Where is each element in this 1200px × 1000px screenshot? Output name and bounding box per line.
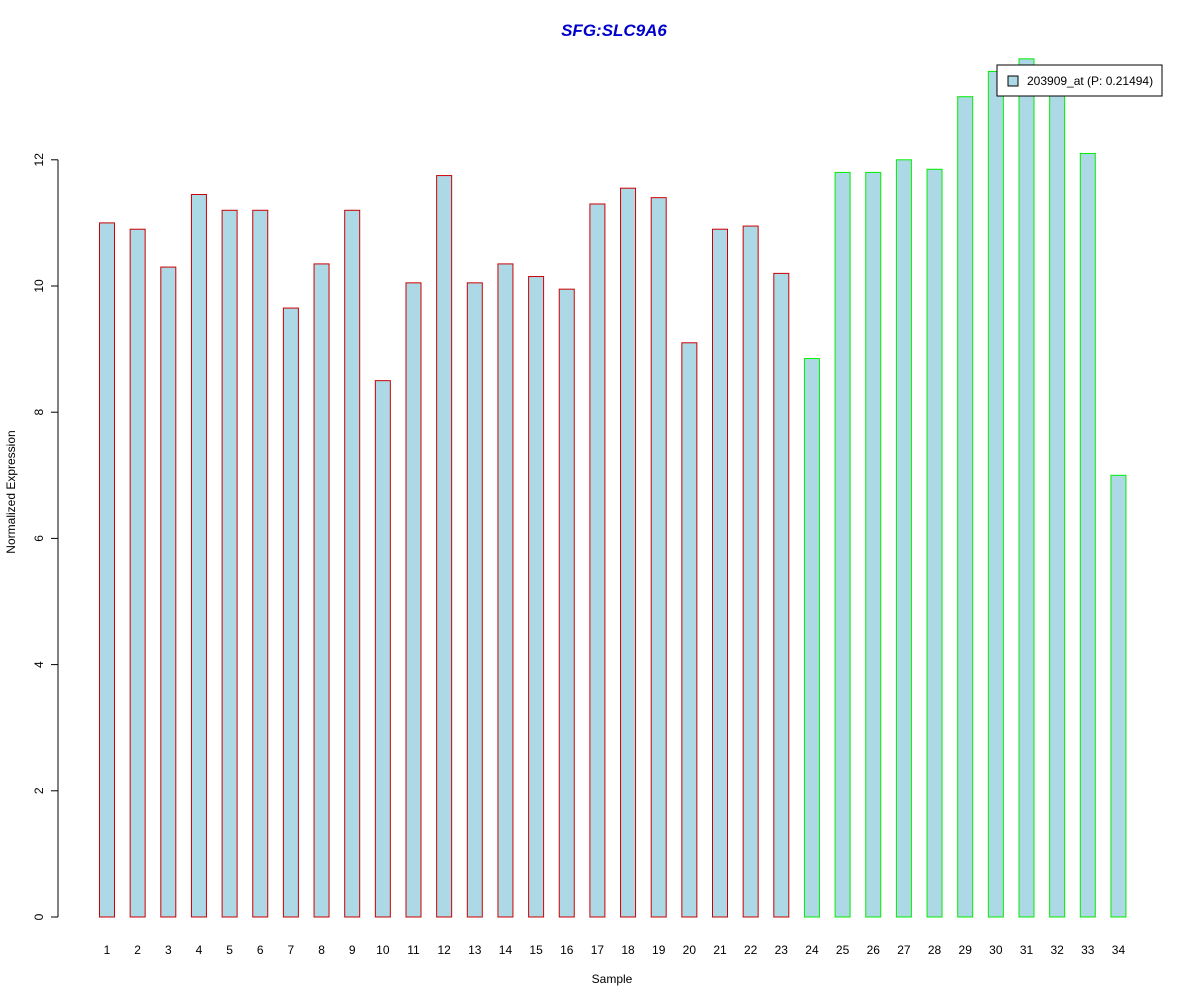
x-tick-label: 29 bbox=[959, 943, 973, 957]
bar-sample-9 bbox=[344, 209, 361, 918]
bar-sample-2 bbox=[129, 228, 146, 918]
y-tick-label: 12 bbox=[32, 153, 46, 167]
bar-sample-12 bbox=[436, 175, 453, 918]
bar-sample-26 bbox=[865, 171, 882, 918]
chart-title: SFG:SLC9A6 bbox=[561, 21, 667, 40]
x-tick-label: 26 bbox=[867, 943, 881, 957]
bar-sample-29 bbox=[957, 96, 974, 918]
bar-sample-14 bbox=[497, 263, 514, 918]
x-tick-label: 14 bbox=[499, 943, 513, 957]
x-tick-label: 10 bbox=[376, 943, 390, 957]
bar-sample-16 bbox=[558, 288, 575, 918]
bar-sample-28 bbox=[926, 168, 943, 918]
x-tick-label: 6 bbox=[257, 943, 264, 957]
x-tick-label: 1 bbox=[104, 943, 111, 957]
y-tick-label: 6 bbox=[32, 535, 46, 542]
bar-sample-19 bbox=[650, 197, 667, 918]
bar-sample-13 bbox=[466, 282, 483, 918]
x-tick-label: 25 bbox=[836, 943, 850, 957]
x-tick-label: 24 bbox=[805, 943, 819, 957]
bar-sample-4 bbox=[190, 194, 207, 918]
x-tick-label: 7 bbox=[288, 943, 295, 957]
x-tick-label: 31 bbox=[1020, 943, 1034, 957]
bar-sample-6 bbox=[252, 209, 269, 918]
x-tick-label: 13 bbox=[468, 943, 482, 957]
bar-sample-3 bbox=[160, 266, 177, 918]
bar-sample-32 bbox=[1049, 83, 1066, 918]
bar-sample-30 bbox=[987, 70, 1004, 918]
x-tick-label: 3 bbox=[165, 943, 172, 957]
x-tick-label: 11 bbox=[407, 943, 420, 957]
x-tick-label: 16 bbox=[560, 943, 574, 957]
x-tick-label: 12 bbox=[437, 943, 451, 957]
y-axis-label: Normalized Expression bbox=[4, 430, 18, 553]
legend: 203909_at (P: 0.21494) bbox=[996, 64, 1163, 97]
x-tick-label: 23 bbox=[775, 943, 789, 957]
bar-sample-22 bbox=[742, 225, 759, 918]
bar-sample-17 bbox=[589, 203, 606, 918]
x-tick-label: 34 bbox=[1112, 943, 1126, 957]
bar-sample-18 bbox=[620, 187, 637, 918]
x-tick-label: 19 bbox=[652, 943, 666, 957]
x-tick-label: 21 bbox=[713, 943, 727, 957]
x-tick-label: 9 bbox=[349, 943, 356, 957]
x-tick-labels: 1 2 3 4 5 6 7 8 9 10 11 12 13 14 15 16 17 18 19 20 21 22 23 24 2… bbox=[104, 943, 1126, 957]
legend-swatch bbox=[1007, 75, 1019, 87]
x-tick-label: 28 bbox=[928, 943, 942, 957]
bar-sample-24 bbox=[803, 358, 820, 918]
x-axis-label: Sample bbox=[592, 972, 633, 986]
bars-group bbox=[99, 58, 1127, 918]
bar-sample-23 bbox=[773, 272, 790, 918]
x-tick-label: 18 bbox=[621, 943, 635, 957]
bar-sample-8 bbox=[313, 263, 330, 918]
bar-sample-11 bbox=[405, 282, 422, 918]
y-tick-label: 10 bbox=[32, 279, 46, 293]
bar-sample-33 bbox=[1079, 152, 1096, 918]
bar-sample-7 bbox=[282, 307, 299, 918]
x-tick-label: 22 bbox=[744, 943, 758, 957]
x-tick-label: 20 bbox=[683, 943, 697, 957]
x-tick-label: 33 bbox=[1081, 943, 1095, 957]
bar-sample-5 bbox=[221, 209, 238, 918]
x-tick-label: 30 bbox=[989, 943, 1003, 957]
x-tick-label: 2 bbox=[134, 943, 141, 957]
bar-sample-15 bbox=[528, 276, 545, 918]
bar-sample-20 bbox=[681, 342, 698, 918]
x-tick-label: 27 bbox=[897, 943, 911, 957]
x-tick-label: 4 bbox=[196, 943, 203, 957]
legend-box bbox=[996, 64, 1163, 97]
bar-sample-10 bbox=[374, 380, 391, 918]
bar-sample-1 bbox=[99, 222, 115, 918]
y-tick-label: 2 bbox=[32, 787, 46, 794]
x-tick-label: 32 bbox=[1050, 943, 1064, 957]
x-tick-label: 8 bbox=[318, 943, 325, 957]
legend-label: 203909_at (P: 0.21494) bbox=[1027, 74, 1153, 88]
bar-sample-21 bbox=[712, 228, 728, 918]
y-tick-label: 0 bbox=[32, 913, 46, 920]
y-axis: 0 2 4 6 8 10 12 bbox=[32, 153, 59, 920]
x-tick-label: 17 bbox=[591, 943, 605, 957]
bar-sample-34 bbox=[1110, 474, 1127, 918]
y-tick-label: 8 bbox=[32, 409, 46, 416]
x-tick-label: 15 bbox=[529, 943, 543, 957]
bar-sample-31 bbox=[1018, 58, 1035, 918]
bar-sample-25 bbox=[834, 171, 851, 918]
bar-sample-27 bbox=[895, 159, 912, 918]
y-tick-label: 4 bbox=[32, 661, 46, 668]
x-tick-label: 5 bbox=[226, 943, 233, 957]
